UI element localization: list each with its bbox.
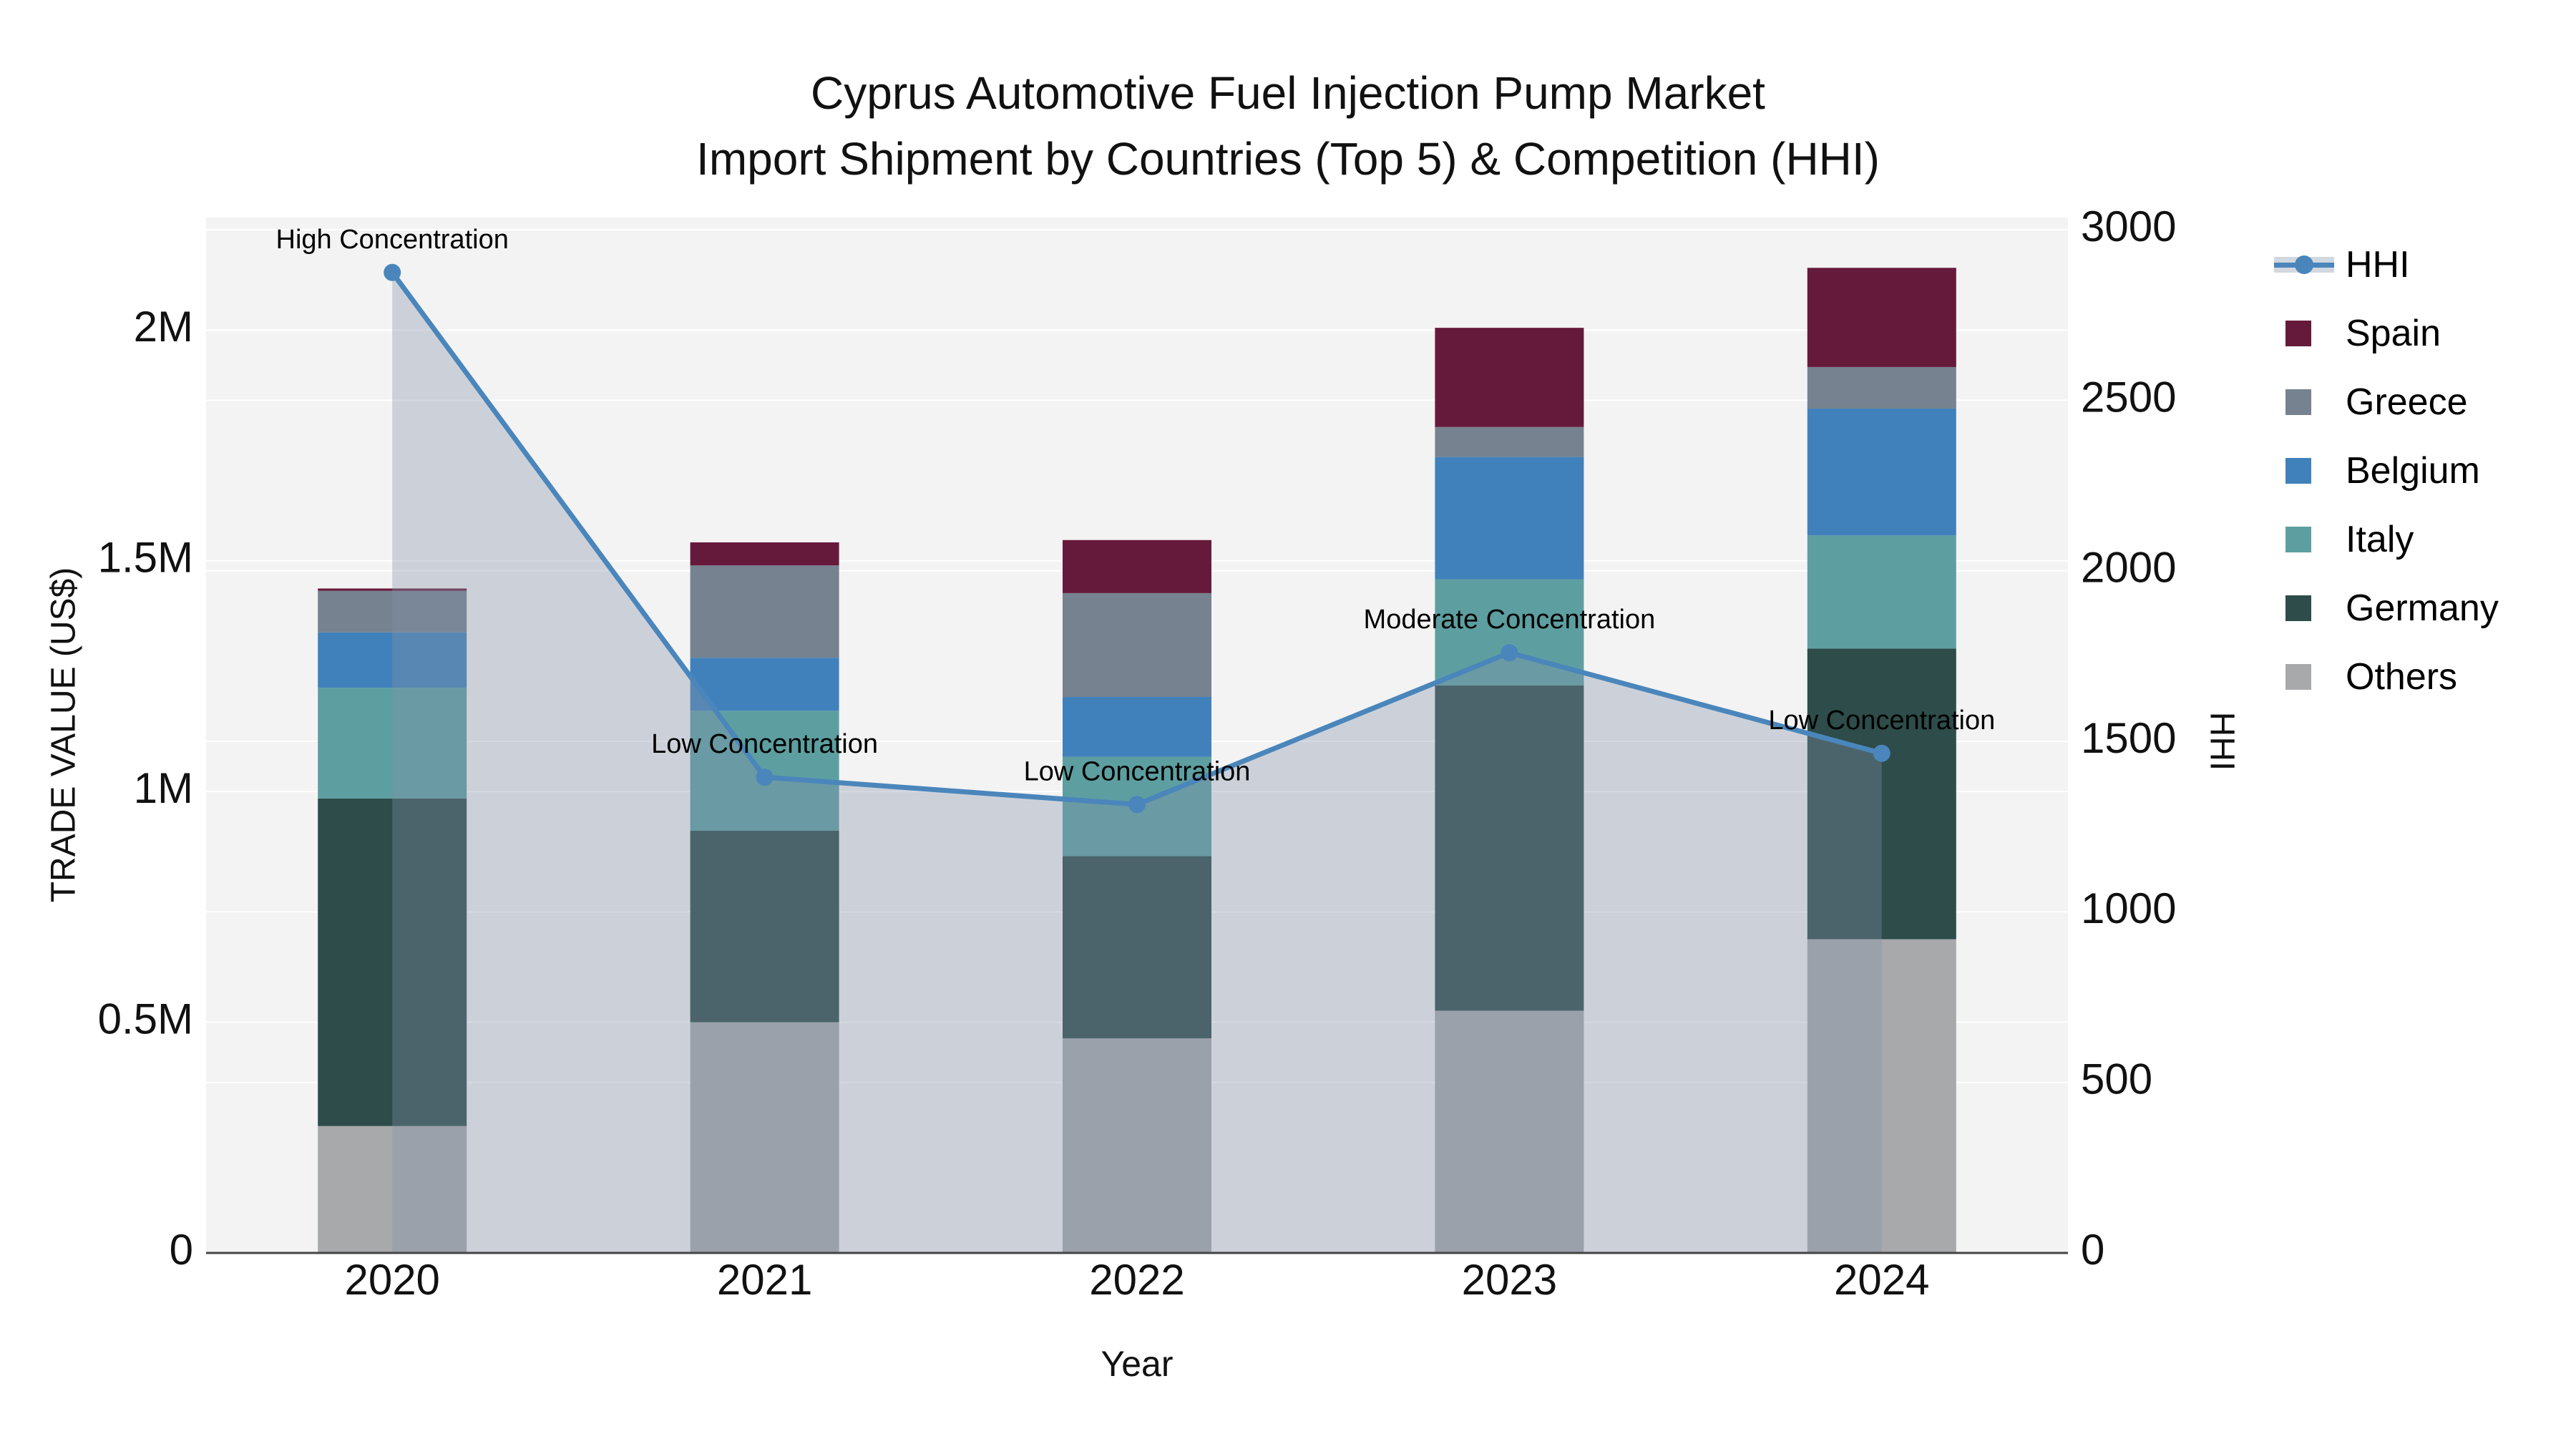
legend-item-belgium[interactable]: Belgium <box>2274 436 2499 505</box>
bar-belgium-2024[interactable] <box>1807 408 1956 536</box>
bar-spain-2024[interactable] <box>1807 268 1956 367</box>
x-tick-2022: 2022 <box>1089 1256 1184 1304</box>
annotation-2021: Low Concentration <box>651 729 878 759</box>
bar-germany-2023[interactable] <box>1435 685 1584 1011</box>
bar-greece-2022[interactable] <box>1063 592 1211 697</box>
y-right-tick-3000: 3000 <box>2081 203 2176 250</box>
color-swatch-icon <box>2274 525 2346 554</box>
hhi-point-2023[interactable] <box>1501 644 1518 662</box>
color-swatch-icon <box>2274 457 2346 485</box>
bar-belgium-2022[interactable] <box>1063 696 1211 757</box>
color-swatch-icon <box>2274 388 2346 416</box>
bar-others-2020[interactable] <box>318 1126 467 1253</box>
x-tick-2023: 2023 <box>1462 1256 1557 1304</box>
bar-greece-2023[interactable] <box>1435 426 1584 457</box>
x-axis-title: Year <box>1101 1344 1173 1384</box>
legend-label: HHI <box>2346 244 2410 286</box>
y-right-tick-2500: 2500 <box>2081 373 2176 421</box>
chart-title-line2: Import Shipment by Countries (Top 5) & C… <box>696 133 1880 185</box>
bar-germany-2021[interactable] <box>690 830 839 1023</box>
bar-spain-2023[interactable] <box>1435 328 1584 427</box>
color-swatch-icon <box>2274 663 2346 691</box>
hhi-point-2020[interactable] <box>384 263 401 281</box>
hhi-point-2022[interactable] <box>1128 796 1146 814</box>
chart-title-line1: Cyprus Automotive Fuel Injection Pump Ma… <box>811 67 1765 119</box>
y-left-tick-1.5M: 1.5M <box>98 534 193 582</box>
y-left-tick-0.5M: 0.5M <box>98 995 193 1043</box>
bar-others-2023[interactable] <box>1435 1010 1584 1253</box>
legend-item-spain[interactable]: Spain <box>2274 299 2499 368</box>
hhi-point-2024[interactable] <box>1873 744 1890 762</box>
bar-italy-2024[interactable] <box>1807 535 1956 649</box>
bar-germany-2024[interactable] <box>1807 648 1956 940</box>
legend-label: Italy <box>2346 519 2414 560</box>
bar-greece-2020[interactable] <box>318 590 467 633</box>
annotation-2020: High Concentration <box>276 225 509 255</box>
bar-others-2021[interactable] <box>690 1022 839 1253</box>
y-right-tick-0: 0 <box>2081 1226 2104 1274</box>
hhi-point-2021[interactable] <box>756 769 774 786</box>
legend-label: Others <box>2346 656 2458 698</box>
color-swatch-icon <box>2274 319 2346 348</box>
legend-item-italy[interactable]: Italy <box>2274 505 2499 574</box>
bar-spain-2021[interactable] <box>690 542 839 566</box>
bar-belgium-2023[interactable] <box>1435 457 1584 580</box>
chart-title: Cyprus Automotive Fuel Injection Pump Ma… <box>0 60 2576 192</box>
color-swatch-icon <box>2274 594 2346 623</box>
bar-italy-2020[interactable] <box>318 688 467 799</box>
legend-label: Spain <box>2346 313 2441 354</box>
annotation-2024: Low Concentration <box>1768 706 1995 736</box>
legend-item-hhi[interactable]: HHI <box>2274 230 2499 299</box>
y-left-axis-title: TRADE VALUE (US$) <box>45 567 83 903</box>
bar-greece-2021[interactable] <box>690 565 839 658</box>
bar-spain-2022[interactable] <box>1063 540 1211 593</box>
y-right-tick-500: 500 <box>2081 1055 2152 1103</box>
y-left-tick-1M: 1M <box>134 764 193 812</box>
bar-others-2022[interactable] <box>1063 1038 1211 1253</box>
legend-item-germany[interactable]: Germany <box>2274 574 2499 643</box>
annotation-2023: Moderate Concentration <box>1364 605 1656 635</box>
bar-germany-2022[interactable] <box>1063 856 1211 1039</box>
y-right-axis-title: HHI <box>2202 712 2240 771</box>
bar-belgium-2020[interactable] <box>318 632 467 688</box>
bar-others-2024[interactable] <box>1807 939 1956 1253</box>
bar-spain-2020[interactable] <box>318 588 467 591</box>
bar-belgium-2021[interactable] <box>690 658 839 711</box>
x-tick-2024: 2024 <box>1834 1256 1929 1304</box>
legend: HHI Spain Greece Belgium Italy Germany Others <box>2274 230 2499 711</box>
y-left-tick-2M: 2M <box>134 303 193 351</box>
y-right-tick-1000: 1000 <box>2081 884 2176 932</box>
y-right-tick-1500: 1500 <box>2081 714 2176 762</box>
hhi-area-fill <box>392 272 1882 1253</box>
legend-item-greece[interactable]: Greece <box>2274 368 2499 436</box>
bar-germany-2020[interactable] <box>318 798 467 1126</box>
bar-greece-2024[interactable] <box>1807 366 1956 409</box>
legend-label: Germany <box>2346 587 2499 629</box>
legend-label: Greece <box>2346 381 2468 423</box>
legend-item-others[interactable]: Others <box>2274 643 2499 711</box>
x-tick-2021: 2021 <box>717 1256 812 1304</box>
annotation-2022: Low Concentration <box>1024 756 1251 786</box>
x-tick-2020: 2020 <box>344 1256 439 1304</box>
y-left-tick-0: 0 <box>170 1226 193 1274</box>
legend-label: Belgium <box>2346 450 2480 492</box>
hhi-line-icon <box>2274 250 2346 279</box>
y-right-tick-2000: 2000 <box>2081 544 2176 592</box>
